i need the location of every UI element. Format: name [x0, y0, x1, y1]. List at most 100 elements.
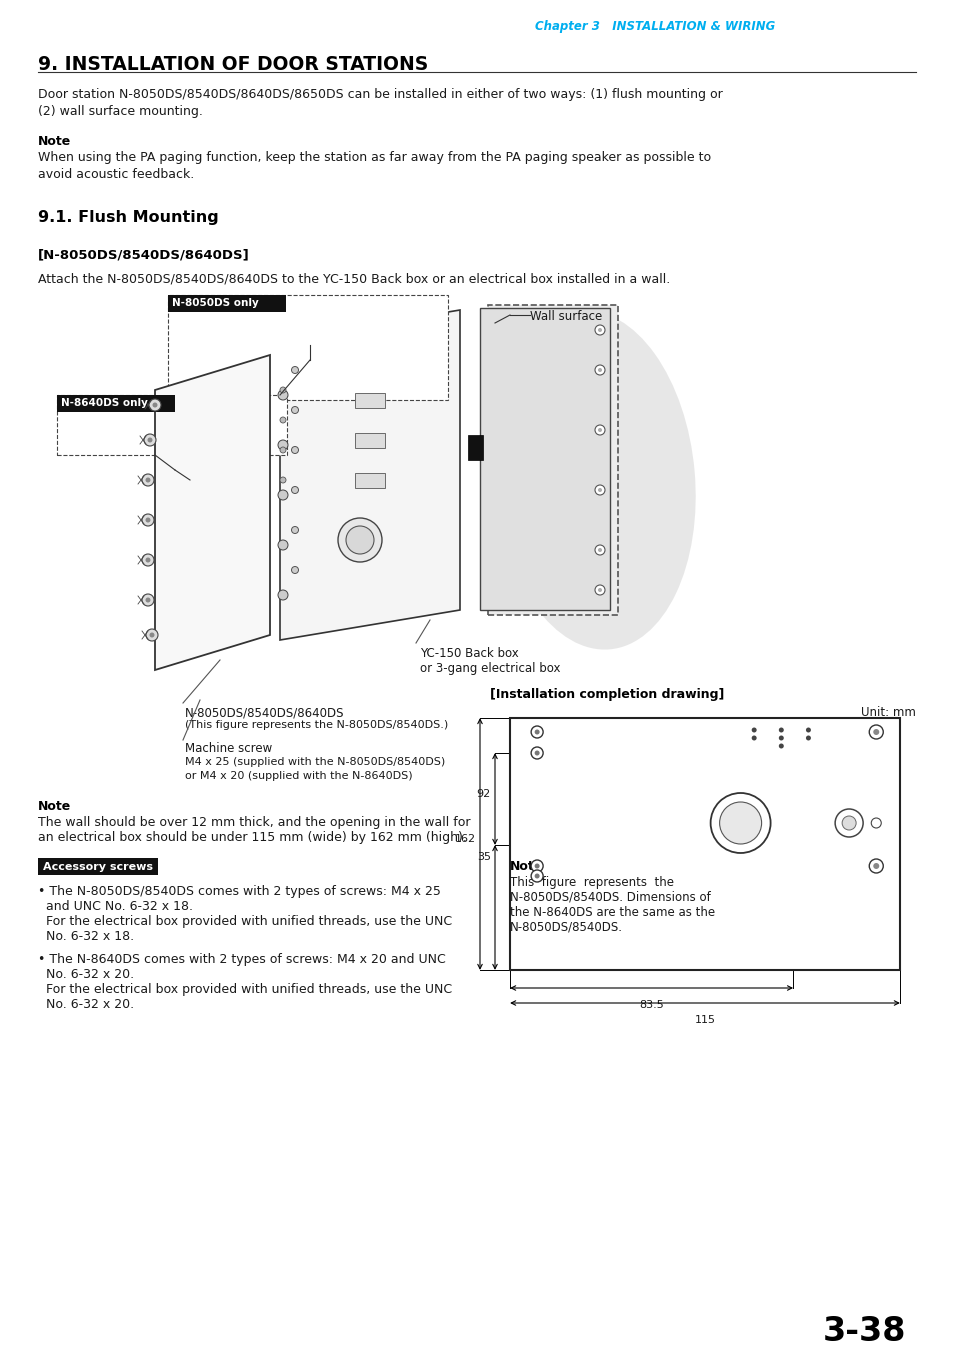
Circle shape	[868, 859, 882, 873]
Text: N-8050DS/8540DS/8640DS: N-8050DS/8540DS/8640DS	[185, 706, 344, 720]
Circle shape	[531, 860, 542, 872]
Text: 162: 162	[455, 834, 476, 844]
Text: Attach the N-8050DS/8540DS/8640DS to the YC-150 Back box or an electrical box in: Attach the N-8050DS/8540DS/8640DS to the…	[38, 271, 670, 285]
Bar	[468, 435, 482, 460]
Text: This  figure  represents  the: This figure represents the	[510, 876, 673, 890]
Circle shape	[534, 729, 539, 734]
Circle shape	[534, 873, 539, 879]
Circle shape	[805, 728, 810, 733]
Polygon shape	[479, 308, 609, 610]
Circle shape	[150, 633, 154, 637]
Text: 92: 92	[476, 788, 491, 799]
Circle shape	[778, 744, 783, 748]
Circle shape	[868, 725, 882, 738]
Circle shape	[719, 802, 760, 844]
Text: The wall should be over 12 mm thick, and the opening in the wall for: The wall should be over 12 mm thick, and…	[38, 815, 470, 829]
Circle shape	[595, 364, 604, 375]
Circle shape	[531, 747, 542, 759]
Text: (This figure represents the N-8050DS/8540DS.): (This figure represents the N-8050DS/854…	[185, 720, 448, 730]
Circle shape	[337, 518, 381, 562]
Text: Unit: mm: Unit: mm	[861, 706, 915, 720]
Text: No. 6-32 x 18.: No. 6-32 x 18.	[38, 930, 134, 944]
Text: For the electrical box provided with unified threads, use the UNC: For the electrical box provided with uni…	[38, 915, 452, 927]
Text: M4 x 25 (supplied with the N-8050DS/8540DS): M4 x 25 (supplied with the N-8050DS/8540…	[185, 757, 445, 767]
Circle shape	[292, 486, 298, 494]
Text: [Installation completion drawing]: [Installation completion drawing]	[490, 688, 723, 701]
Circle shape	[280, 447, 286, 454]
Text: an electrical box should be under 115 mm (wide) by 162 mm (high).: an electrical box should be under 115 mm…	[38, 832, 466, 844]
Circle shape	[146, 517, 151, 522]
Text: Machine screw: Machine screw	[185, 743, 272, 755]
Text: • The N-8640DS comes with 2 types of screws: M4 x 20 and UNC: • The N-8640DS comes with 2 types of scr…	[38, 953, 445, 967]
Circle shape	[598, 487, 601, 491]
Circle shape	[142, 514, 153, 526]
Circle shape	[280, 387, 286, 393]
Circle shape	[595, 425, 604, 435]
Circle shape	[277, 590, 288, 599]
Text: N-8050DS only: N-8050DS only	[172, 298, 258, 309]
Text: or M4 x 20 (supplied with the N-8640DS): or M4 x 20 (supplied with the N-8640DS)	[185, 771, 413, 782]
Text: For the electrical box provided with unified threads, use the UNC: For the electrical box provided with uni…	[38, 983, 452, 996]
Circle shape	[346, 526, 374, 554]
Text: 115: 115	[694, 1015, 715, 1025]
Bar	[355, 433, 385, 448]
Text: 9.1. Flush Mounting: 9.1. Flush Mounting	[38, 211, 218, 225]
Text: No. 6-32 x 20.: No. 6-32 x 20.	[38, 998, 134, 1011]
Text: Note: Note	[38, 801, 71, 813]
Text: [N-8050DS/8540DS/8640DS]: [N-8050DS/8540DS/8640DS]	[38, 248, 250, 261]
Circle shape	[277, 540, 288, 549]
Text: YC-150 Back box: YC-150 Back box	[419, 647, 518, 660]
Circle shape	[595, 545, 604, 555]
Circle shape	[872, 729, 879, 734]
Circle shape	[870, 818, 881, 828]
Circle shape	[598, 548, 601, 552]
Circle shape	[531, 869, 542, 882]
Circle shape	[144, 433, 156, 446]
Circle shape	[872, 863, 879, 869]
Circle shape	[292, 567, 298, 574]
Circle shape	[751, 736, 756, 741]
Text: When using the PA paging function, keep the station as far away from the PA pagi: When using the PA paging function, keep …	[38, 151, 710, 181]
Text: the N-8640DS are the same as the: the N-8640DS are the same as the	[510, 906, 715, 919]
Bar	[355, 472, 385, 487]
Text: Note: Note	[172, 336, 202, 346]
Circle shape	[534, 751, 539, 756]
Text: N-8640DS only: N-8640DS only	[61, 398, 148, 409]
Circle shape	[595, 325, 604, 335]
Bar	[168, 296, 448, 400]
Circle shape	[751, 728, 756, 733]
Text: Note: Note	[38, 135, 71, 148]
Circle shape	[146, 558, 151, 563]
Bar	[38, 859, 158, 875]
Circle shape	[277, 390, 288, 400]
Circle shape	[277, 490, 288, 500]
Circle shape	[292, 366, 298, 374]
Circle shape	[146, 598, 151, 602]
Circle shape	[595, 585, 604, 595]
Text: Waterproof washer: Waterproof washer	[61, 418, 167, 429]
Circle shape	[277, 440, 288, 450]
Circle shape	[598, 589, 601, 593]
Polygon shape	[154, 355, 270, 670]
Text: Door station N-8050DS/8540DS/8640DS/8650DS can be installed in either of two way: Door station N-8050DS/8540DS/8640DS/8650…	[38, 88, 722, 119]
Bar	[57, 396, 287, 455]
Polygon shape	[280, 310, 459, 640]
Circle shape	[778, 736, 783, 741]
Ellipse shape	[494, 310, 695, 649]
Circle shape	[778, 728, 783, 733]
Text: Wall surface: Wall surface	[530, 310, 601, 323]
Text: and UNC No. 6-32 x 18.: and UNC No. 6-32 x 18.	[38, 900, 193, 913]
Text: N-8050DS/8540DS. Dimensions of: N-8050DS/8540DS. Dimensions of	[510, 891, 710, 904]
Bar	[510, 718, 899, 971]
Text: 9. INSTALLATION OF DOOR STATIONS: 9. INSTALLATION OF DOOR STATIONS	[38, 55, 428, 74]
Text: Acoustic material (supplied with the N-8050DS): Acoustic material (supplied with the N-8…	[172, 320, 437, 329]
Circle shape	[598, 428, 601, 432]
Text: Lay it down along the inside of the box.: Lay it down along the inside of the box.	[172, 350, 394, 360]
Text: (supplied with the N-8640DS): (supplied with the N-8640DS)	[61, 433, 226, 443]
Circle shape	[292, 447, 298, 454]
Circle shape	[710, 792, 770, 853]
Text: N-8050DS/8540DS.: N-8050DS/8540DS.	[510, 921, 622, 934]
Bar	[488, 305, 618, 616]
Circle shape	[834, 809, 862, 837]
Circle shape	[595, 485, 604, 495]
